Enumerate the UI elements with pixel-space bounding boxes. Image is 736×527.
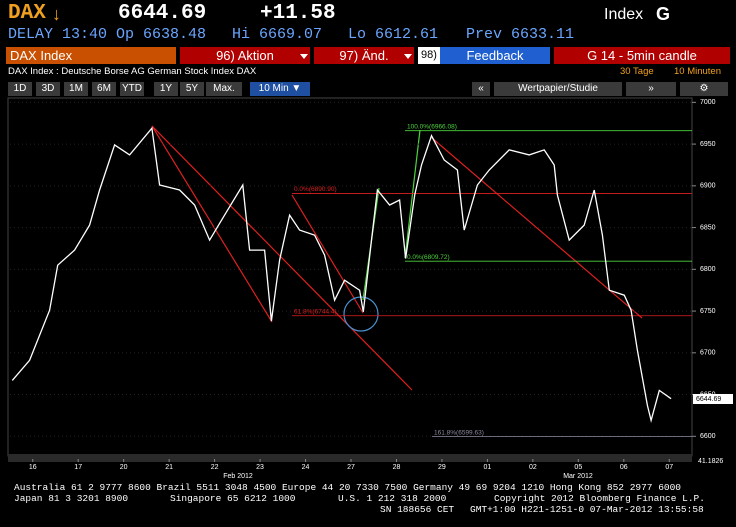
x-tick-label: 06 <box>620 464 628 471</box>
x-tick-label: 27 <box>347 464 355 471</box>
level-label: 0.0%(6809.72) <box>407 254 450 261</box>
range-button[interactable]: 3D <box>36 82 60 96</box>
x-tick-label: 05 <box>574 464 582 471</box>
menu-aktion[interactable]: 96) Aktion <box>180 47 310 64</box>
x-tick-label: 02 <box>529 464 537 471</box>
price-line <box>11 126 672 423</box>
volume-strip <box>8 454 692 462</box>
level-label: 161.8%(6599.63) <box>434 429 484 436</box>
month-label: Feb 2012 <box>223 473 253 480</box>
y-tick-label: 6800 <box>700 266 716 273</box>
settings-button[interactable]: ⚙ <box>680 82 728 96</box>
footer-item: Japan 81 3 3201 8900 <box>14 493 129 504</box>
level-label: 0.0%(6890.90) <box>294 186 337 193</box>
x-tick-label: 16 <box>29 464 37 471</box>
feedback-button[interactable]: Feedback <box>440 47 550 64</box>
net-change: +11.58 <box>260 2 336 25</box>
security-field[interactable]: DAX Index <box>6 47 176 64</box>
range-button[interactable]: 1D <box>8 82 32 96</box>
trend-line <box>151 125 413 391</box>
x-tick-label: 28 <box>393 464 401 471</box>
x-tick-label: 07 <box>665 464 673 471</box>
description: DAX Index : Deutsche Borse AG German Sto… <box>8 66 257 77</box>
last-price-box <box>693 393 733 404</box>
chart-title: G 14 - 5min candle <box>554 47 730 64</box>
level-label: 61.8%(6744.4) <box>294 308 337 315</box>
open: Op 6638.48 <box>116 26 207 43</box>
footer-item: U.S. 1 212 318 2000 <box>338 493 447 504</box>
ticker: DAX <box>8 2 46 25</box>
prev: Prev 6633.11 <box>466 26 575 43</box>
range-button[interactable]: 6M <box>92 82 116 96</box>
chart: Feb 2012 Mar 2012 6600665067006750680068… <box>7 97 733 480</box>
x-tick-label: 24 <box>302 464 310 471</box>
last-price: 6644.69 <box>118 2 207 25</box>
month-label: Mar 2012 <box>563 473 593 480</box>
direction-arrow: ↓ <box>52 4 61 24</box>
range-button[interactable]: 5Y <box>180 82 204 96</box>
x-tick-label: 20 <box>120 464 128 471</box>
range-button[interactable]: YTD <box>120 82 144 96</box>
dropdown-arrow <box>300 54 308 59</box>
trend-line <box>151 125 273 323</box>
x-tick-label: 22 <box>211 464 219 471</box>
volume-axis-label: 41.1826 <box>698 458 723 465</box>
x-tick-label: 17 <box>74 464 82 471</box>
nav-left[interactable]: « <box>472 82 490 96</box>
function-key: G <box>656 4 671 24</box>
footer-line: Australia 61 2 9777 8600 Brazil 5511 304… <box>14 482 682 493</box>
dropdown-arrows <box>300 54 412 59</box>
high: Hi 6669.07 <box>232 26 323 43</box>
nav-right[interactable]: » <box>626 82 676 96</box>
plot-frame <box>7 97 693 457</box>
range-button[interactable]: 1Y <box>154 82 178 96</box>
y-tick-label: 6700 <box>700 350 716 357</box>
menu-aendern[interactable]: 97) Änd. <box>314 47 414 64</box>
range-button[interactable]: Max. <box>206 82 242 96</box>
x-tick-label: 21 <box>165 464 173 471</box>
interval: 10 Minuten <box>674 66 722 77</box>
x-tick-label: 01 <box>484 464 492 471</box>
trend-line <box>291 194 364 314</box>
feedback-number[interactable]: 98) <box>418 47 440 64</box>
y-tick-label: 6600 <box>700 433 716 440</box>
x-tick-label: 29 <box>438 464 446 471</box>
footer-item: GMT+1:00 H221-1251-0 07-Mar-2012 13:55:5… <box>470 504 704 515</box>
level-label: 100.0%(6966.08) <box>407 123 457 130</box>
y-tick-label: 6750 <box>700 308 716 315</box>
footer-item: Singapore 65 6212 1000 <box>170 493 296 504</box>
low: Lo 6612.61 <box>348 26 439 43</box>
asset-class: Index <box>604 6 644 23</box>
y-tick-label: 6900 <box>700 183 716 190</box>
frequency-select[interactable]: 10 Min ▼ <box>250 82 310 96</box>
study-button[interactable]: Wertpapier/Studie <box>494 82 622 96</box>
x-tick-label: 23 <box>256 464 264 471</box>
trend-line <box>404 129 421 259</box>
y-tick-label: 6950 <box>700 141 716 148</box>
last-price-label: 6644.69 <box>696 396 721 403</box>
y-tick-label: 7000 <box>700 99 716 106</box>
trend-lines <box>151 125 643 391</box>
dropdown-arrow <box>404 54 412 59</box>
y-tick-label: 6850 <box>700 224 716 231</box>
footer-item: SN 188656 CET <box>380 504 455 515</box>
range-button[interactable]: 1M <box>64 82 88 96</box>
trend-line <box>431 137 643 319</box>
footer-item: Copyright 2012 Bloomberg Finance L.P. <box>494 493 705 504</box>
period: 30 Tage <box>620 66 654 77</box>
delay: DELAY 13:40 <box>8 26 108 43</box>
